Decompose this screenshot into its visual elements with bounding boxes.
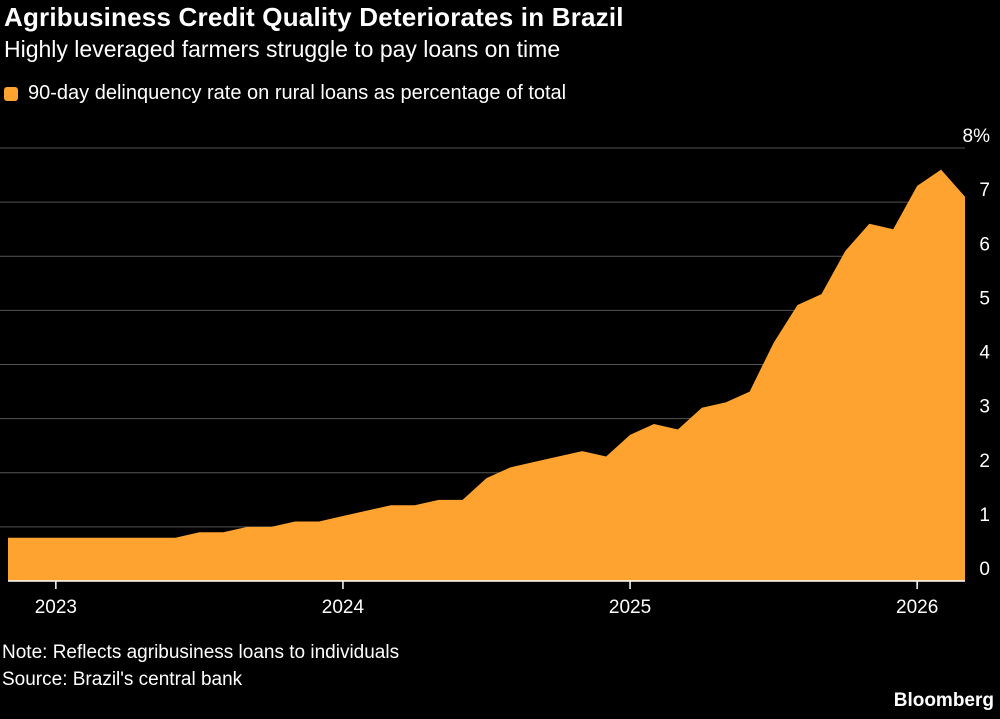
data-point [437,498,441,502]
data-point [867,222,871,226]
chart-subtitle: Highly leveraged farmers struggle to pay… [4,36,561,62]
data-point [915,184,919,188]
data-point [341,514,345,518]
y-tick-label: 5 [979,288,990,309]
data-point [221,530,225,534]
data-point [126,536,130,540]
x-tick-label: 2026 [896,597,938,618]
y-tick-label: 6 [979,234,990,255]
data-point [843,249,847,253]
data-point [796,303,800,307]
data-point [317,519,321,523]
data-point [963,195,967,199]
chart-note: Note: Reflects agribusiness loans to ind… [2,642,400,663]
x-tick-label: 2025 [609,597,651,618]
data-point [102,536,106,540]
y-tick-label: 2 [979,451,990,472]
data-point [293,519,297,523]
bloomberg-logo: Bloomberg [893,690,994,711]
data-point [150,536,154,540]
data-point [891,227,895,231]
x-tick-label: 2024 [322,597,365,618]
data-point [78,536,82,540]
data-point [939,168,943,172]
data-point [772,341,776,345]
legend-label: 90-day delinquency rate on rural loans a… [28,82,567,104]
y-tick-label: 7 [979,180,990,201]
data-point [245,525,249,529]
data-point [413,503,417,507]
area-series [8,169,965,581]
data-point [724,400,728,404]
data-point [54,536,58,540]
y-tick-label: 4 [979,343,990,364]
data-point [508,465,512,469]
data-point [748,390,752,394]
data-point [819,292,823,296]
data-point [197,530,201,534]
data-point [269,525,273,529]
data-point [580,449,584,453]
data-point [461,498,465,502]
y-tick-label: 0 [979,559,990,580]
data-point [485,476,489,480]
y-tick-label: 8% [963,126,991,147]
data-point [532,460,536,464]
data-point [556,455,560,459]
chart-title: Agribusiness Credit Quality Deteriorates… [4,2,624,32]
y-tick-label: 3 [979,397,990,418]
data-point [676,427,680,431]
data-point [30,536,34,540]
data-point [652,422,656,426]
data-point [173,536,177,540]
data-point [628,433,632,437]
x-tick-label: 2023 [35,597,77,618]
data-point [389,503,393,507]
chart-source: Source: Brazil's central bank [2,669,243,690]
legend-swatch [4,86,18,101]
legend: 90-day delinquency rate on rural loans a… [4,82,566,105]
y-tick-label: 1 [979,505,990,526]
data-point [604,455,608,459]
data-point [6,536,10,540]
data-point [365,509,369,513]
data-point [700,406,704,410]
